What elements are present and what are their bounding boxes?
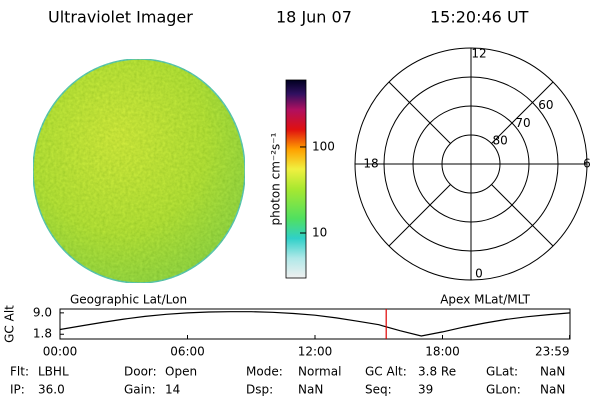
status-label: GLat:: [486, 365, 518, 379]
colorbar-tick-label: 10: [312, 226, 327, 240]
mlt-label: 18: [363, 157, 378, 171]
polar-spoke: [491, 81, 554, 144]
status-label: Door:: [124, 365, 157, 379]
x-tick-label: 23:59: [535, 345, 570, 359]
polar-spoke: [491, 184, 554, 247]
status-label: IP:: [10, 383, 25, 397]
mlt-label: 6: [583, 157, 591, 171]
status-value: NaN: [540, 365, 565, 379]
status-value: LBHL: [38, 365, 69, 379]
title: Ultraviolet Imager: [48, 8, 193, 27]
x-tick-label: 12:00: [298, 345, 333, 359]
status-value: Normal: [298, 365, 341, 379]
status-label: Seq:: [365, 383, 392, 397]
lat-label: 60: [538, 98, 553, 112]
status-label: GLon:: [486, 383, 521, 397]
status-label: Gain:: [124, 383, 156, 397]
date: 18 Jun 07: [276, 8, 352, 27]
plot-frame: [59, 308, 571, 340]
polar-spoke: [388, 81, 451, 144]
y-tick-label: 9.0: [33, 305, 52, 319]
altitude-line: [59, 311, 571, 337]
right-label: Apex MLat/MLT: [440, 293, 530, 307]
colorbar-label: photon cm⁻²s⁻¹: [269, 132, 283, 225]
status-value: NaN: [298, 383, 323, 397]
x-tick-label: 18:00: [425, 345, 460, 359]
time: 15:20:46 UT: [430, 8, 529, 27]
polar-spoke: [388, 184, 451, 247]
x-tick-label: 06:00: [170, 345, 205, 359]
colorbar-tick-label: 100: [312, 139, 335, 153]
y-tick-label: 1.8: [33, 327, 52, 341]
mlt-label: 12: [471, 47, 486, 61]
lat-label: 70: [515, 116, 530, 130]
mlt-label: 0: [475, 267, 483, 281]
status-label: GC Alt:: [365, 365, 407, 379]
lat-label: 80: [493, 134, 508, 148]
y-axis-label: GC Alt: [3, 305, 17, 343]
status-value: 3.8 Re: [418, 365, 456, 379]
status-value: 14: [165, 383, 180, 397]
status-value: 36.0: [38, 383, 65, 397]
left-label: Geographic Lat/Lon: [70, 293, 187, 307]
status-value: 39: [418, 383, 433, 397]
x-tick-label: 00:00: [43, 345, 78, 359]
status-label: Flt:: [10, 365, 29, 379]
status-label: Dsp:: [246, 383, 273, 397]
status-label: Mode:: [246, 365, 283, 379]
status-value: NaN: [540, 383, 565, 397]
status-value: Open: [165, 365, 197, 379]
uv-image: [32, 58, 246, 284]
colorbar: [285, 79, 307, 279]
